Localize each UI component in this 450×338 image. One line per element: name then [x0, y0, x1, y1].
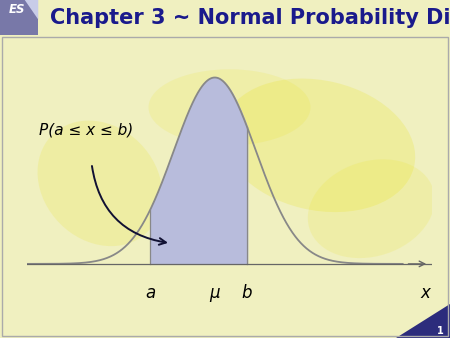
Text: Chapter 3 ~ Normal Probability Distributions: Chapter 3 ~ Normal Probability Distribut… — [50, 8, 450, 28]
Text: b: b — [242, 284, 252, 303]
Text: ES: ES — [9, 3, 25, 17]
Polygon shape — [396, 304, 450, 338]
Text: μ: μ — [210, 284, 220, 303]
Text: x: x — [420, 284, 430, 303]
Ellipse shape — [308, 159, 435, 258]
Polygon shape — [0, 0, 38, 35]
Ellipse shape — [222, 78, 415, 212]
Text: 1: 1 — [437, 325, 444, 336]
Ellipse shape — [148, 69, 310, 145]
Text: P(a ≤ x ≤ b): P(a ≤ x ≤ b) — [39, 122, 133, 137]
Text: a: a — [145, 284, 155, 303]
Ellipse shape — [37, 121, 162, 246]
Polygon shape — [25, 0, 38, 20]
